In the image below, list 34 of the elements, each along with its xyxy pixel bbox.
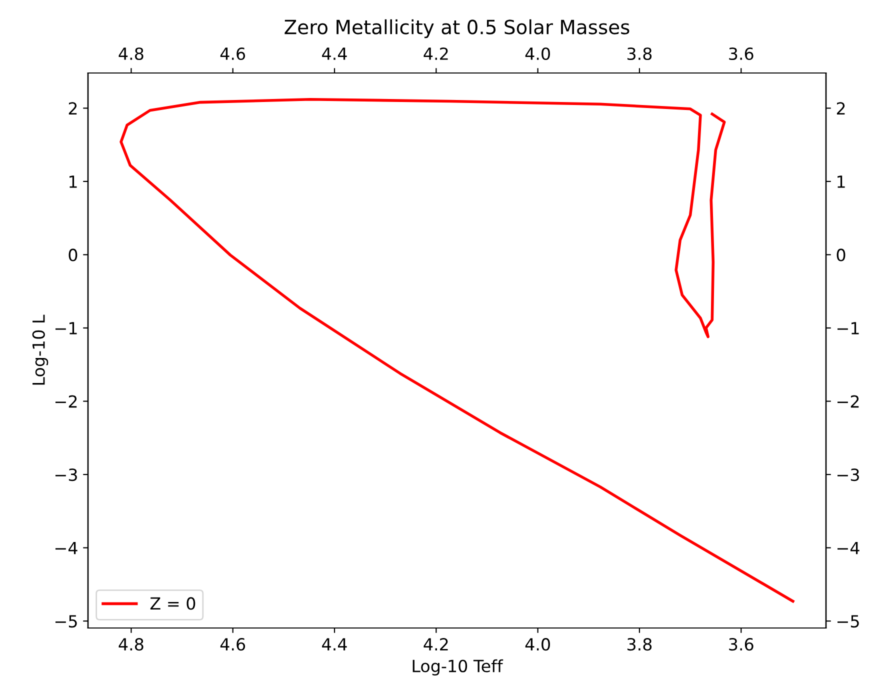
x-axis-title: Log-10 Teff xyxy=(412,659,504,676)
x2-tick-label: 4.4 xyxy=(322,48,347,60)
x2-tick-label: 4.0 xyxy=(525,47,550,60)
x-tick-label: 4.0 xyxy=(525,638,550,651)
x2-tick-label: 4.2 xyxy=(424,47,448,60)
y2-tick-label: −1 xyxy=(837,322,859,334)
y-tick-label: 2 xyxy=(68,102,77,114)
x2-tick-label: 4.8 xyxy=(118,47,144,60)
y2-tick-label: 0 xyxy=(836,248,846,262)
y-tick-label: 0 xyxy=(68,248,78,262)
x2-tick-label: 3.6 xyxy=(729,47,754,60)
x2-tick-label: 3.8 xyxy=(627,47,652,60)
y-tick-label: −4 xyxy=(55,542,78,554)
y-tick-label: −5 xyxy=(55,615,77,628)
y2-tick-label: −2 xyxy=(837,395,859,408)
y2-tick-label: 2 xyxy=(836,102,845,114)
y-tick-label: −2 xyxy=(55,395,77,408)
x-tick-label: 3.6 xyxy=(729,638,754,651)
x-tick-label: 4.2 xyxy=(424,638,448,650)
legend-label: Z = 0 xyxy=(150,597,196,610)
y-tick-label: 1 xyxy=(70,176,77,188)
y2-tick-label: −5 xyxy=(837,615,859,628)
y-axis-title: Log-10 L xyxy=(32,314,48,385)
y-tick-label: −1 xyxy=(55,322,77,334)
x2-tick-label: 4.6 xyxy=(220,47,246,60)
x-tick-label: 4.8 xyxy=(118,638,144,651)
chart-title: Zero Metallicity at 0.5 Solar Masses xyxy=(284,19,630,38)
y2-tick-label: −3 xyxy=(837,468,859,482)
x-tick-label: 4.4 xyxy=(322,638,347,650)
y2-tick-label: 1 xyxy=(838,176,845,188)
x-tick-label: 3.8 xyxy=(627,638,652,651)
y2-tick-label: −4 xyxy=(837,542,860,554)
x-tick-label: 4.6 xyxy=(220,638,246,651)
y-tick-label: −3 xyxy=(55,468,77,482)
